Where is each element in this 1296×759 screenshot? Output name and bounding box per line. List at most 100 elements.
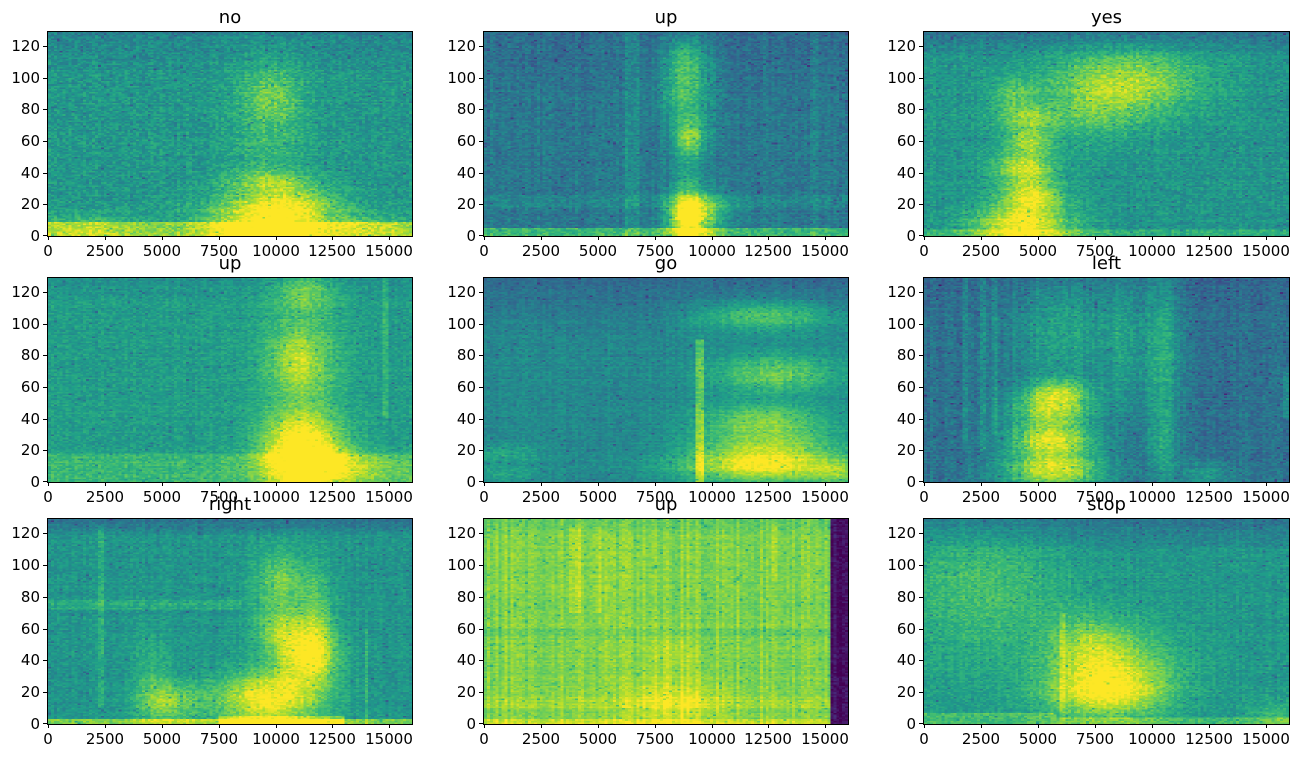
y-tick-label: 60	[456, 132, 476, 150]
x-tick-label: 0	[919, 730, 929, 748]
y-tick-label: 40	[456, 164, 476, 182]
spectrogram-canvas	[484, 519, 848, 724]
y-tick-mark	[919, 450, 923, 451]
y-tick-mark	[919, 355, 923, 356]
x-tick-label: 12500	[1185, 488, 1233, 506]
x-tick-mark	[1095, 236, 1096, 240]
y-tick-label: 100	[887, 556, 916, 574]
y-tick-label: 80	[20, 100, 40, 118]
x-tick-mark	[825, 236, 826, 240]
y-tick-label: 60	[896, 378, 916, 396]
y-tick-label: 120	[447, 37, 476, 55]
y-tick-label: 120	[447, 283, 476, 301]
x-tick-mark	[1038, 482, 1039, 486]
x-tick-mark	[598, 724, 599, 728]
y-tick-label: 80	[456, 588, 476, 606]
subplot-plot-area: up 0 2500 5000 7500 10000 12500 15000 0 20 40 60 80 1…	[447, 8, 849, 260]
x-tick-label: 15000	[365, 242, 413, 260]
x-tick-mark	[924, 724, 925, 728]
x-tick-label: 15000	[801, 242, 849, 260]
x-tick-mark	[768, 482, 769, 486]
x-tick-mark	[48, 236, 49, 240]
y-tick-label: 120	[11, 37, 40, 55]
spectrogram-canvas	[924, 519, 1289, 724]
y-tick-mark	[919, 533, 923, 534]
subplot-title: go	[654, 253, 678, 274]
x-tick-label: 0	[43, 242, 53, 260]
y-tick-mark	[919, 629, 923, 630]
subplot-title: up	[654, 7, 678, 28]
x-tick-label: 12500	[1185, 242, 1233, 260]
x-tick-label: 15000	[801, 488, 849, 506]
x-tick-label: 7500	[1075, 730, 1115, 748]
x-tick-mark	[389, 236, 390, 240]
subplot-plot-area: stop 0 2500 5000 7500 10000 12500 15000 0 20 40 60 8…	[887, 495, 1290, 748]
y-tick-mark	[43, 481, 47, 482]
y-tick-mark	[43, 235, 47, 236]
y-tick-label: 40	[20, 410, 40, 428]
y-tick-mark	[919, 78, 923, 79]
y-tick-mark	[43, 419, 47, 420]
y-tick-label: 0	[30, 715, 40, 733]
y-tick-mark	[479, 597, 483, 598]
y-tick-label: 120	[447, 524, 476, 542]
subplot-title: no	[218, 7, 242, 28]
x-tick-label: 0	[43, 730, 53, 748]
x-tick-label: 2500	[961, 730, 1001, 748]
x-tick-mark	[1209, 236, 1210, 240]
x-tick-mark	[655, 236, 656, 240]
x-tick-label: 7500	[1075, 242, 1115, 260]
y-tick-mark	[43, 292, 47, 293]
y-tick-mark	[919, 597, 923, 598]
x-tick-label: 5000	[578, 730, 618, 748]
y-tick-label: 0	[466, 227, 476, 245]
y-tick-label: 100	[887, 69, 916, 87]
x-tick-mark	[825, 724, 826, 728]
x-tick-label: 5000	[1018, 730, 1058, 748]
x-tick-mark	[484, 236, 485, 240]
x-tick-mark	[1266, 236, 1267, 240]
x-tick-mark	[105, 724, 106, 728]
subplot-title: left	[1091, 253, 1122, 274]
x-tick-mark	[1209, 724, 1210, 728]
y-tick-label: 0	[30, 227, 40, 245]
y-tick-mark	[479, 173, 483, 174]
y-tick-label: 100	[447, 556, 476, 574]
x-tick-mark	[712, 236, 713, 240]
subplot-plot-area: up 0 2500 5000 7500 10000 12500 15000 0 20 40 60 80 1…	[11, 254, 413, 506]
y-tick-label: 20	[20, 195, 40, 213]
subplot-title: right	[208, 494, 252, 515]
x-tick-label: 12500	[308, 730, 356, 748]
y-tick-mark	[479, 481, 483, 482]
y-tick-label: 20	[456, 441, 476, 459]
x-tick-mark	[598, 236, 599, 240]
x-tick-mark	[981, 724, 982, 728]
y-tick-mark	[479, 723, 483, 724]
y-tick-label: 60	[456, 620, 476, 638]
y-tick-mark	[479, 141, 483, 142]
y-tick-mark	[43, 109, 47, 110]
x-tick-mark	[276, 482, 277, 486]
y-tick-label: 100	[447, 315, 476, 333]
spectrogram-canvas	[48, 32, 412, 236]
x-tick-mark	[1209, 482, 1210, 486]
y-tick-label: 100	[11, 315, 40, 333]
x-tick-mark	[332, 236, 333, 240]
x-tick-mark	[1152, 236, 1153, 240]
y-tick-label: 80	[896, 588, 916, 606]
y-tick-mark	[919, 235, 923, 236]
y-tick-label: 40	[896, 651, 916, 669]
y-tick-mark	[919, 723, 923, 724]
x-tick-label: 10000	[252, 730, 300, 748]
y-tick-mark	[919, 173, 923, 174]
x-tick-label: 5000	[578, 242, 618, 260]
x-tick-mark	[981, 236, 982, 240]
x-tick-label: 10000	[1128, 488, 1176, 506]
x-tick-label: 7500	[199, 488, 239, 506]
y-tick-mark	[479, 387, 483, 388]
y-tick-label: 100	[11, 556, 40, 574]
x-tick-label: 5000	[578, 488, 618, 506]
y-tick-label: 40	[456, 410, 476, 428]
y-tick-mark	[919, 387, 923, 388]
